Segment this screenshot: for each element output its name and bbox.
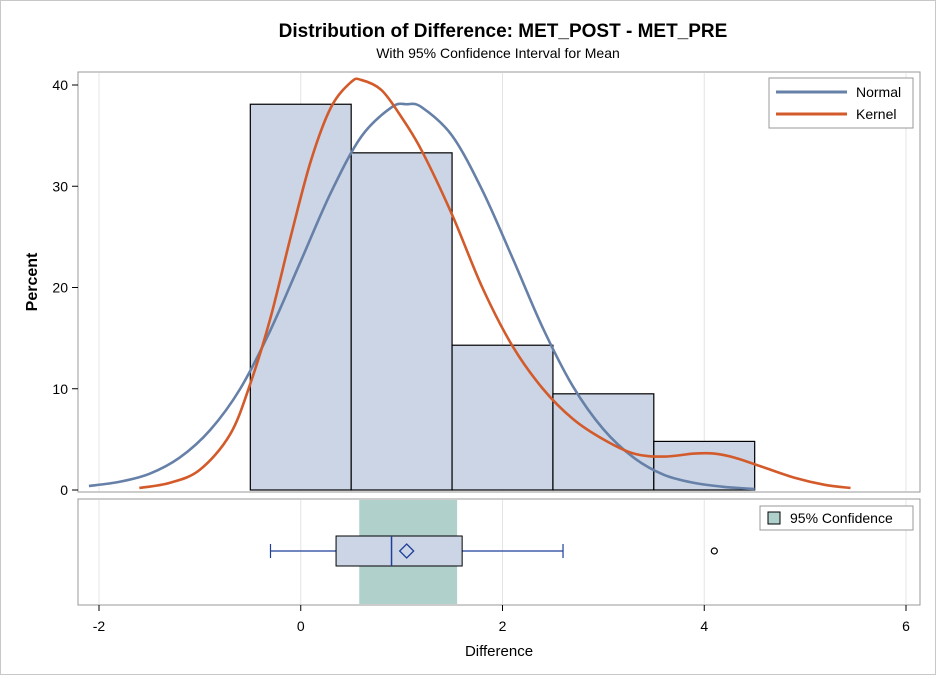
boxplot-panel bbox=[77, 498, 921, 606]
chart-subtitle: With 95% Confidence Interval for Mean bbox=[376, 45, 620, 61]
histogram-bar-0 bbox=[249, 103, 352, 491]
kernel-curve bbox=[139, 77, 851, 490]
x-axis-label: Difference bbox=[465, 643, 533, 660]
legend-normal-label: Normal bbox=[856, 84, 901, 100]
legend-box bbox=[768, 77, 914, 129]
histogram-bar-2 bbox=[451, 344, 554, 491]
x-tick-label-3: 4 bbox=[700, 618, 708, 634]
legend: Normal Kernel bbox=[768, 77, 914, 129]
legend-kernel-label: Kernel bbox=[856, 106, 896, 122]
y-tick-label-4: 40 bbox=[52, 77, 68, 93]
x-tick-label-0: -2 bbox=[93, 618, 106, 634]
ci-legend-box bbox=[759, 505, 914, 531]
outlier-0 bbox=[710, 547, 718, 555]
ci-legend: 95% Confidence bbox=[759, 505, 914, 531]
y-axis-label: Percent bbox=[24, 252, 41, 311]
normal-curve bbox=[88, 102, 755, 491]
x-tick-label-2: 2 bbox=[499, 618, 507, 634]
y-tick-label-2: 20 bbox=[52, 280, 68, 296]
y-tick-label-3: 30 bbox=[52, 178, 68, 194]
y-tick-label-0: 0 bbox=[60, 482, 68, 498]
histogram-bar-1 bbox=[350, 152, 453, 491]
x-tick-label-1: 0 bbox=[297, 618, 305, 634]
x-tick-label-4: 6 bbox=[902, 618, 910, 634]
ci-legend-swatch bbox=[767, 511, 781, 525]
y-axis: 0 10 20 30 40 bbox=[52, 77, 78, 498]
boxplot bbox=[269, 535, 718, 567]
ci-legend-label: 95% Confidence bbox=[790, 510, 893, 526]
x-axis: -2 0 2 4 6 bbox=[93, 605, 910, 634]
chart-title: Distribution of Difference: MET_POST - M… bbox=[279, 21, 728, 42]
y-tick-label-1: 10 bbox=[52, 381, 68, 397]
histogram-panel bbox=[77, 71, 921, 493]
histogram-bar-3 bbox=[552, 393, 655, 491]
density-curves bbox=[88, 77, 851, 491]
histogram-bar-4 bbox=[653, 440, 756, 491]
mean-marker bbox=[398, 543, 415, 559]
histogram-bars bbox=[249, 103, 756, 491]
